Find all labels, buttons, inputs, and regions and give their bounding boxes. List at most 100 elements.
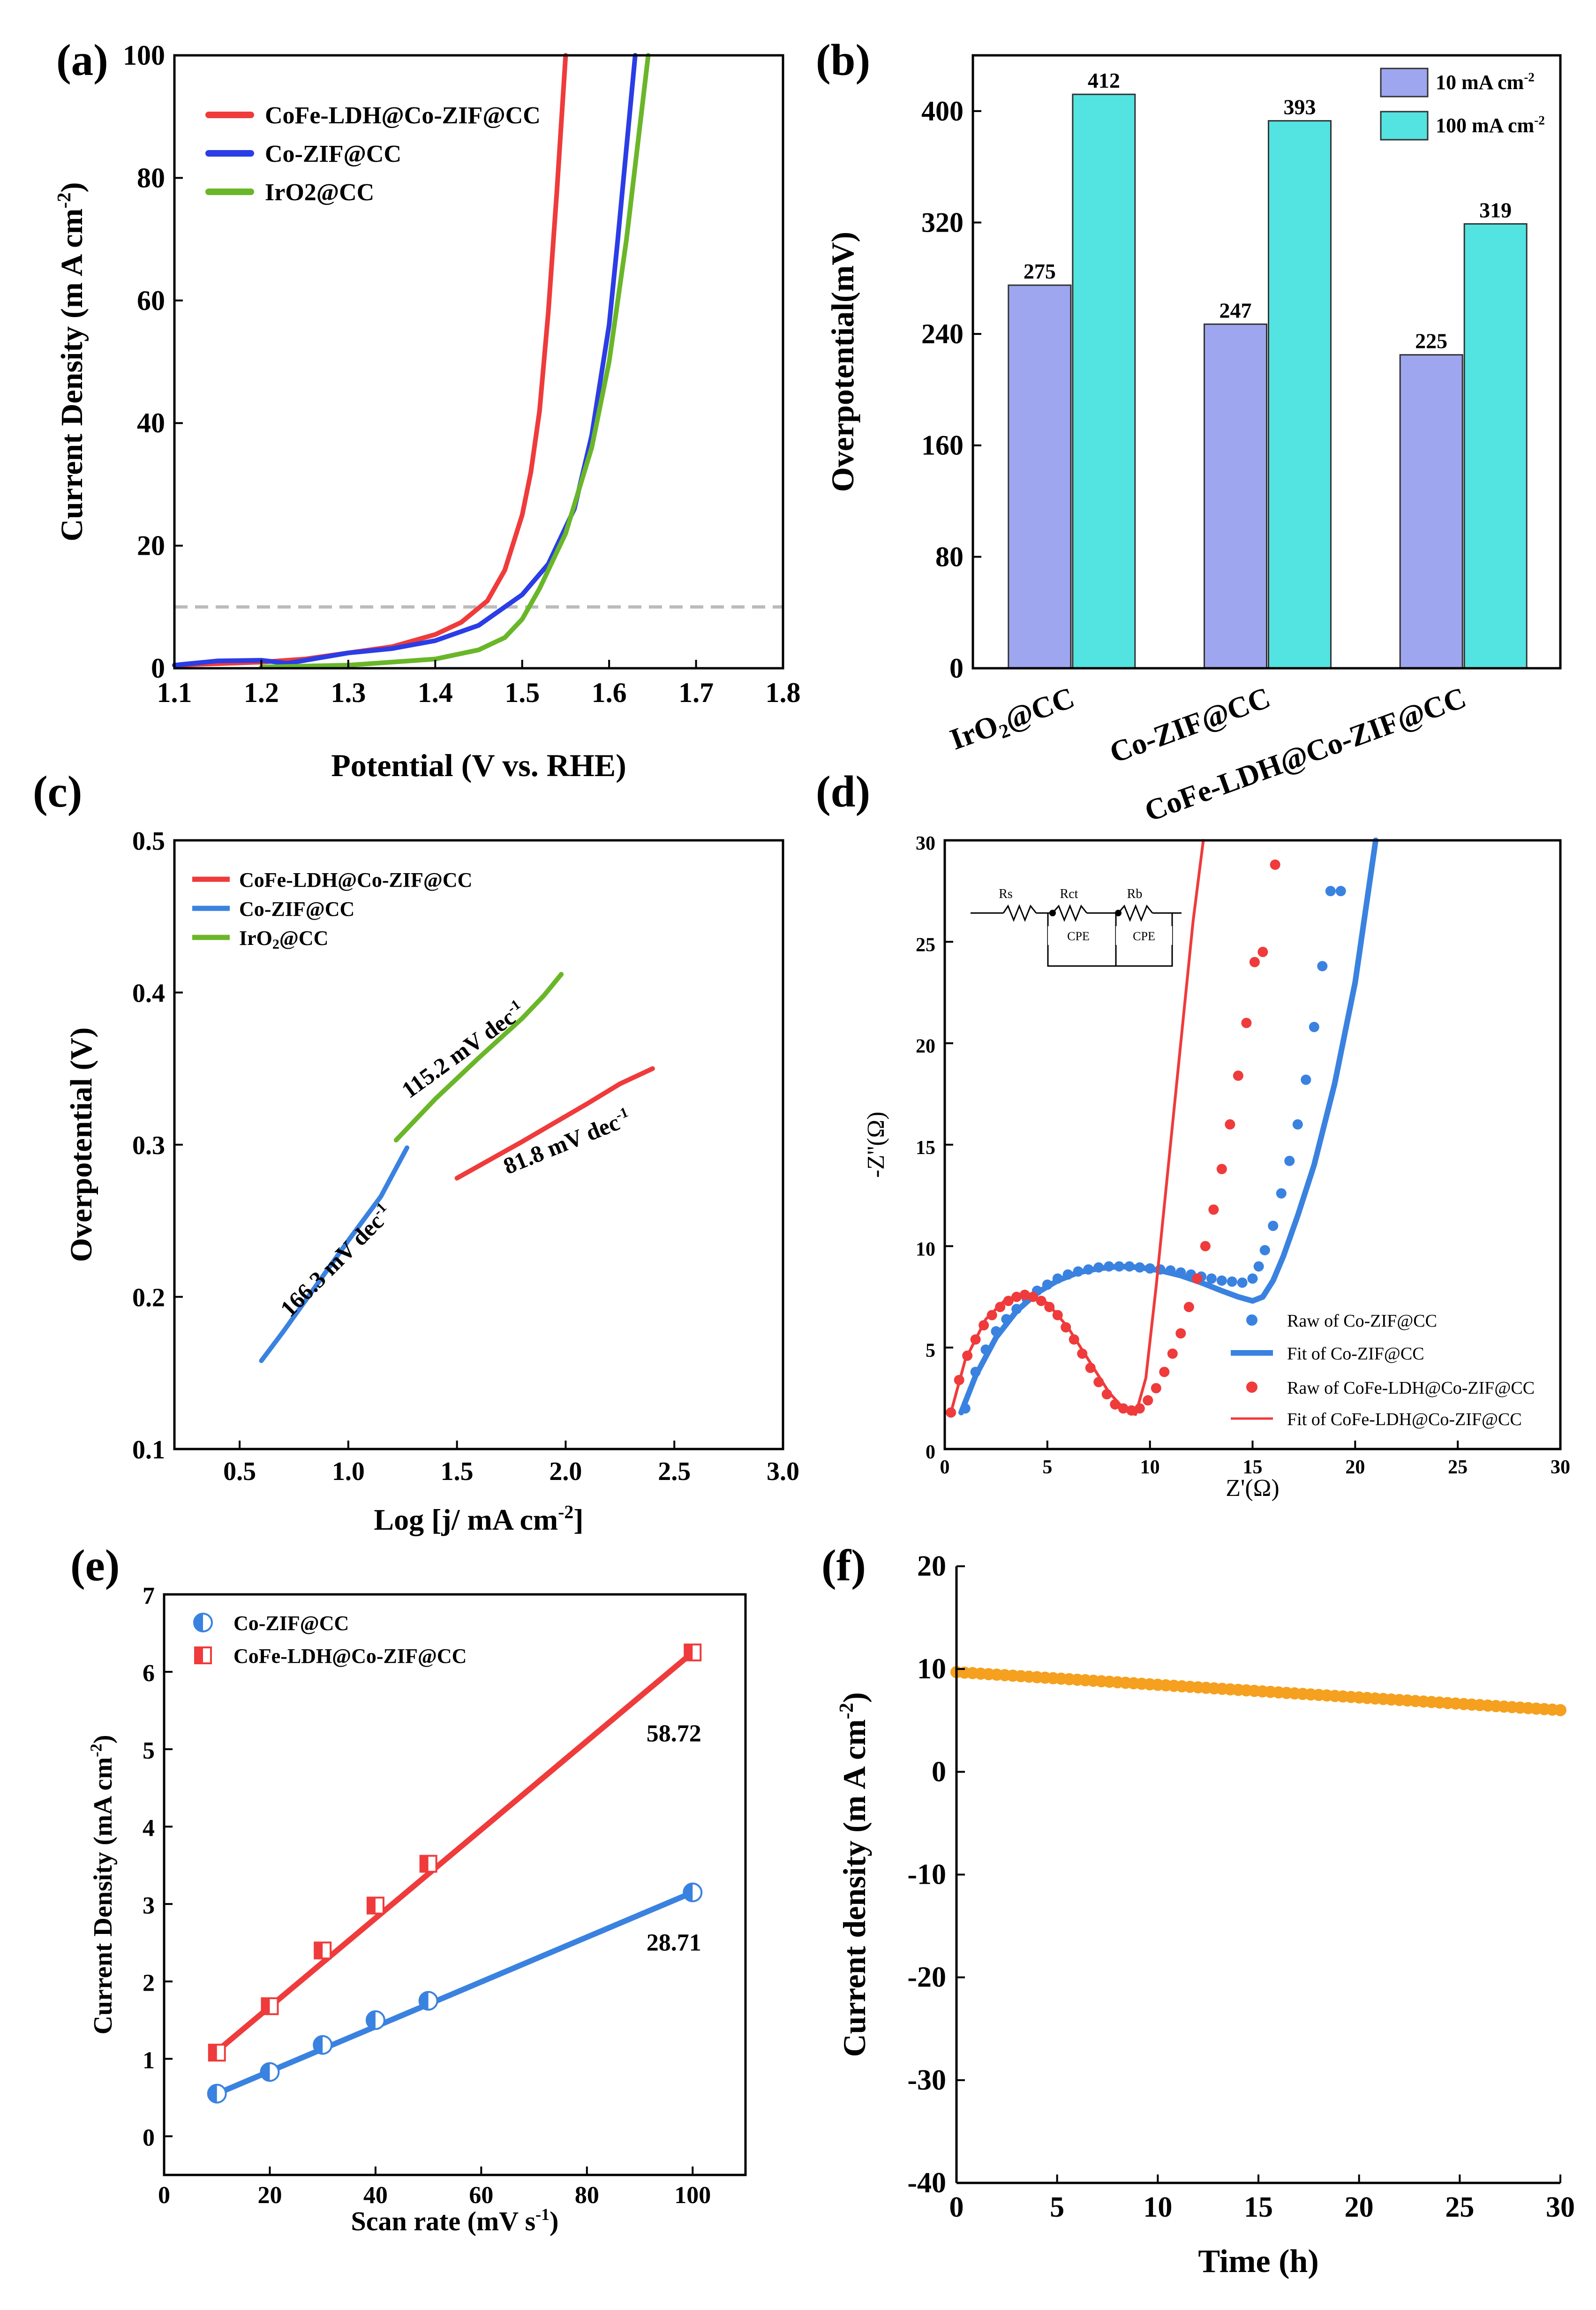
panel-a-series-green <box>259 53 651 670</box>
panel-d-legend-label: Raw of CoFe-LDH@Co-ZIF@CC <box>1287 1378 1535 1398</box>
panel-e-point-half <box>315 1942 323 1959</box>
panel-d-point-red <box>1233 1070 1243 1081</box>
panel-d-point-skyblue <box>1276 1188 1287 1199</box>
panel-b-legend-swatch <box>1380 68 1429 98</box>
panel-e-legend-swatch <box>194 1614 203 1631</box>
panel-b-bar-value: 247 <box>1220 298 1252 322</box>
panel-d-point-red <box>1200 1241 1211 1252</box>
panel-d-ytick-label: 0 <box>926 1442 935 1463</box>
panel-e-legend-swatch <box>195 1647 203 1663</box>
panel-d-point-red <box>986 1310 997 1321</box>
panel-d-ytick-label: 10 <box>916 1238 935 1260</box>
panel-c-ytick-label: 0.4 <box>132 979 165 1008</box>
panel-b-ytick-label: 0 <box>949 653 964 684</box>
panel-d-point-red <box>1241 1018 1252 1028</box>
panel-d-point-skyblue <box>1284 1155 1295 1166</box>
panel-a-ytick-label: 80 <box>137 162 165 193</box>
panel-b-category-label: CoFe-LDH@Co-ZIF@CC <box>1140 680 1470 828</box>
panel-b-bar <box>1399 354 1463 669</box>
panel-d-xtick-label: 25 <box>1448 1457 1468 1478</box>
panel-c-xtick-label: 1.5 <box>441 1457 474 1486</box>
panel-b-ytick-label: 240 <box>921 318 964 349</box>
panel-f-xtick-label: 20 <box>1345 2191 1374 2223</box>
panel-d-point-skyblue <box>1216 1275 1227 1286</box>
panel-d-point-skyblue <box>1309 1022 1319 1033</box>
panel-d-ytick-label: 5 <box>926 1340 935 1362</box>
panel-b-bar <box>1072 93 1136 669</box>
panel-d-point-skyblue <box>1247 1273 1258 1284</box>
panel-c-xtick-label: 3.0 <box>767 1457 799 1486</box>
panel-d-circuit-label: Rct <box>1060 887 1078 901</box>
panel-a-ytick-label: 20 <box>137 530 165 561</box>
panel-a-xtick-label: 1.3 <box>331 677 366 708</box>
panel-c-ytick-label: 0.2 <box>132 1283 165 1313</box>
panel-e-xtick-label: 20 <box>257 2182 282 2209</box>
panel-d-point-red <box>1192 1273 1203 1284</box>
panel-d-point-red <box>1183 1302 1194 1313</box>
panel-d-point-skyblue <box>1237 1277 1248 1288</box>
panel-a-xtick-label: 1.7 <box>678 677 714 708</box>
panel-e-xtick-label: 40 <box>363 2182 388 2209</box>
panel-f-xtick-label: 25 <box>1445 2191 1474 2223</box>
panel-b-bar-value: 412 <box>1088 68 1120 92</box>
panel-d-ytick-label: 30 <box>916 833 935 854</box>
panel-a-xtick-label: 1.1 <box>157 677 192 708</box>
panel-d-xtick-label: 0 <box>940 1457 950 1478</box>
panel-e-fit-red <box>214 1649 696 2054</box>
panel-f-ytick-label: 10 <box>917 1653 946 1685</box>
panel-e-frame <box>163 1593 747 2176</box>
panel-b-bar <box>1008 284 1072 669</box>
panel-d-xtick-label: 15 <box>1243 1457 1263 1478</box>
panel-e-point-half <box>419 1992 429 2010</box>
panel-f-xtick-label: 0 <box>949 2191 964 2223</box>
panel-d-label: (d) <box>816 767 870 816</box>
panel-b-category-label: IrO2@CC <box>946 680 1080 760</box>
panel-d-legend-swatch <box>1246 1314 1257 1326</box>
panel-e-xtick-label: 60 <box>469 2182 493 2209</box>
panel-b-bar-value: 393 <box>1284 95 1316 119</box>
panel-d-circuit-label: Rs <box>999 887 1013 901</box>
panel-a-xlabel: Potential (V vs. RHE) <box>331 747 626 783</box>
panel-e-point-half <box>208 2084 217 2103</box>
panel-d-legend-swatch <box>1246 1381 1257 1393</box>
panel-e-fit-skyblue <box>214 1889 696 2097</box>
panel-e-ytick-label: 3 <box>143 1892 155 1919</box>
panel-a-ytick-label: 0 <box>151 653 165 684</box>
panel-d-point-red <box>995 1302 1006 1313</box>
panel-b-ytick-label: 80 <box>935 541 964 572</box>
panel-f-ytick-label: -40 <box>907 2167 946 2199</box>
panel-d-xtick-label: 10 <box>1140 1457 1160 1478</box>
panel-b-frame <box>971 54 1562 670</box>
panel-c-xtick-label: 2.0 <box>549 1457 582 1486</box>
panel-b-category-label: Co-ZIF@CC <box>1105 680 1274 769</box>
panel-e-xtick-label: 100 <box>674 2182 711 2209</box>
panel-d-xtick-label: 5 <box>1042 1457 1052 1478</box>
panel-d-point-skyblue <box>1253 1261 1264 1272</box>
panel-d-point-red <box>1143 1395 1153 1406</box>
panel-b-bar-value: 275 <box>1024 259 1056 283</box>
panel-d-point-red <box>1216 1163 1227 1174</box>
panel-d-point-red <box>1208 1204 1219 1215</box>
panel-e-point-half <box>684 1883 693 1902</box>
panel-d-fit-red <box>949 839 1205 1416</box>
panel-b-legend-swatch <box>1380 111 1429 141</box>
panel-d-point-red <box>1151 1383 1161 1394</box>
panel-e-ytick-label: 2 <box>143 1970 155 1996</box>
panel-d-point-skyblue <box>1268 1221 1279 1231</box>
panel-e-slope-blue: 28.71 <box>647 1929 701 1956</box>
panel-d-circuit-resistor <box>1052 904 1088 922</box>
panel-d-point-red <box>1270 859 1280 870</box>
panel-e-xtick-label: 0 <box>158 2182 170 2209</box>
panel-e-ytick-label: 1 <box>143 2047 155 2074</box>
panel-f-xtick-label: 10 <box>1143 2191 1172 2223</box>
panel-c-xtick-label: 2.5 <box>658 1457 691 1486</box>
panel-a-xtick-label: 1.6 <box>592 677 627 708</box>
panel-d-point-skyblue <box>1206 1273 1217 1284</box>
panel-f-xtick-label: 5 <box>1050 2191 1064 2223</box>
panel-a-legend-label: IrO2@CC <box>265 179 374 206</box>
panel-f-xtick-label: 30 <box>1546 2191 1575 2223</box>
panel-d-point-red <box>1225 1119 1235 1130</box>
panel-b-legend-label: 10 mA cm-2 <box>1436 70 1535 94</box>
panel-e-point-half <box>314 2036 323 2054</box>
